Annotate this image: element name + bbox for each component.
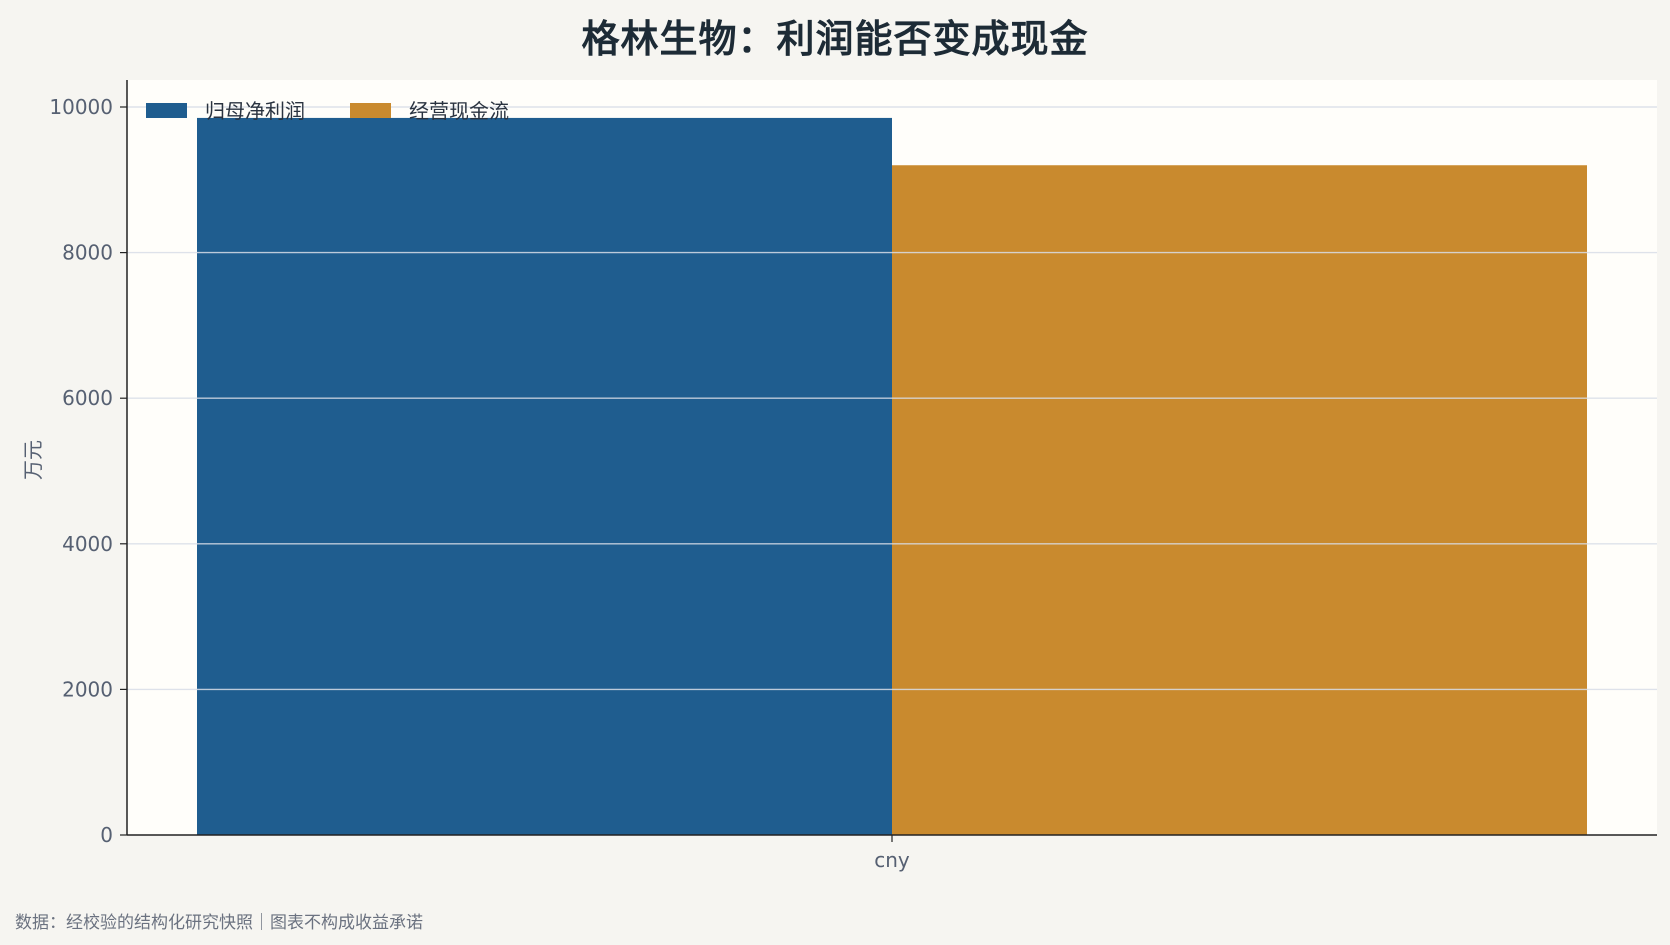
y-tick-label: 4000 [62, 532, 113, 556]
y-axis-title: 万元 [21, 440, 45, 480]
legend-swatch-2 [350, 103, 391, 118]
y-tick-label: 0 [100, 823, 113, 847]
bars [197, 117, 1587, 836]
y-tick-label: 6000 [62, 386, 113, 410]
y-tick-label: 8000 [62, 241, 113, 265]
legend: 归母净利润 经营现金流 [146, 99, 509, 123]
legend-label-2: 经营现金流 [409, 99, 509, 123]
bar-2-cny [892, 165, 1587, 836]
bar-1-cny [197, 117, 892, 836]
legend-swatch-1 [146, 103, 187, 118]
chart-title: 格林生物：利润能否变成现金 [581, 17, 1089, 61]
y-tick-label: 10000 [49, 95, 113, 119]
y-tick-label: 2000 [62, 677, 113, 701]
footer-note: 数据：经校验的结构化研究快照｜图表不构成收益承诺 [15, 913, 423, 933]
axes: 0 2000 4000 6000 8000 10000 cny [49, 80, 1657, 872]
x-tick-label: cny [874, 848, 910, 872]
legend-label-1: 归母净利润 [205, 99, 305, 123]
